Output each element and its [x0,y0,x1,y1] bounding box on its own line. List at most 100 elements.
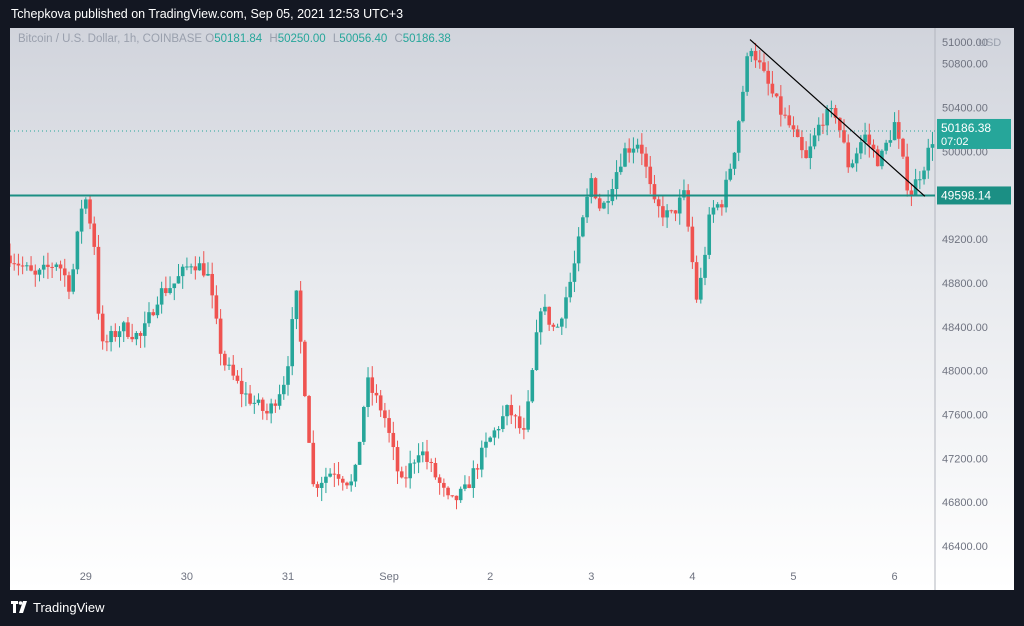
candle-body [88,199,92,224]
candle-body [244,393,248,395]
countdown-label: 07:02 [941,136,969,148]
candle-body [711,207,716,215]
candle-body [859,142,863,154]
candle-body [699,277,703,300]
candle-body [252,402,257,404]
candle-body [812,135,817,147]
high-value: 50250.00 [277,33,326,45]
candle-body [909,190,914,196]
candle-body [273,403,278,406]
ohlc-legend: Bitcoin / U.S. Dollar, 1h, COINBASE O501… [18,33,455,45]
candle-body [694,262,699,300]
open-value: 50181.84 [214,33,263,45]
candle-body [492,430,497,438]
candle-body [231,364,236,376]
candle-body [362,406,366,442]
candle-body [79,208,84,232]
candle-body [922,170,926,180]
candle-body [926,147,931,171]
candle-body [100,313,105,342]
candle-body [597,198,602,209]
candle-body [703,254,707,278]
candle-body [281,384,286,395]
candle-body [412,462,417,464]
candle-body [766,70,770,84]
footer: TradingView [0,590,1024,626]
candle-body [391,432,396,448]
candle-body [33,270,38,275]
candle-body [180,266,185,277]
candle-body [589,178,594,197]
candle-body [846,142,851,168]
candle-body [458,488,463,501]
candle-body [543,306,547,312]
candle-body [871,144,876,150]
candle-body [349,481,353,486]
candle-body [214,295,219,319]
candle-body [564,297,568,319]
candle-body [505,405,509,417]
support-price-tag [937,186,1011,205]
candle-body [930,144,935,148]
candle-body [509,405,514,416]
candle-body [728,168,733,180]
candle-body [210,273,214,296]
low-label: L [332,33,340,45]
candle-body [168,288,172,294]
candle-body [800,137,804,151]
candle-body [113,331,118,338]
candle-body [673,210,678,214]
candle-body [749,50,754,57]
candle-body [164,288,168,294]
candle-body [884,142,888,151]
candle-body [808,146,813,159]
candle-body [644,153,648,167]
candle-body [896,122,901,139]
candle-body [311,442,316,485]
candle-body [442,482,446,488]
candle-body [471,468,476,489]
candle-body [239,380,244,395]
candle-body [682,190,686,198]
candle-body [294,290,299,320]
candle-body [724,179,728,208]
candle-body [602,202,606,209]
candle-body [454,495,459,501]
candle-body [901,138,905,157]
last-price-tag [937,118,1011,149]
candle-body [265,410,269,414]
candle-body [854,153,859,164]
candlestick-chart[interactable]: 51000.0050800.0050400.0050000.0049600.00… [10,28,1014,590]
candle-body [58,264,63,269]
candle-body [530,370,535,402]
x-tick-label: 29 [80,571,92,583]
candle-body [559,318,564,327]
candle-body [185,266,189,268]
candle-body [84,199,88,209]
x-tick-label: Sep [379,571,399,583]
candle-body [618,166,623,173]
candle-body [475,468,480,470]
support-price-label: 49598.14 [941,188,991,202]
candle-body [159,288,164,305]
chart-panel[interactable]: 51000.0050800.0050400.0050000.0049600.00… [10,28,1014,590]
candle-body [235,375,240,381]
candle-body [277,394,282,406]
y-tick-label: 50000.00 [942,146,988,158]
candle-body [29,265,33,271]
x-tick-label: 6 [892,571,898,583]
candle-body [172,283,177,289]
close-value: 50186.38 [402,33,451,45]
candle-body [918,179,922,181]
candle-body [319,482,324,488]
candle-body [227,364,231,366]
candle-body [67,275,71,292]
candle-body [677,197,682,214]
candle-body [395,447,400,472]
candle-body [720,204,724,208]
candle-body [121,322,126,332]
y-tick-label: 51000.00 [942,37,988,49]
candle-body [623,148,627,167]
candle-body [572,263,577,282]
candle-body [324,476,328,483]
